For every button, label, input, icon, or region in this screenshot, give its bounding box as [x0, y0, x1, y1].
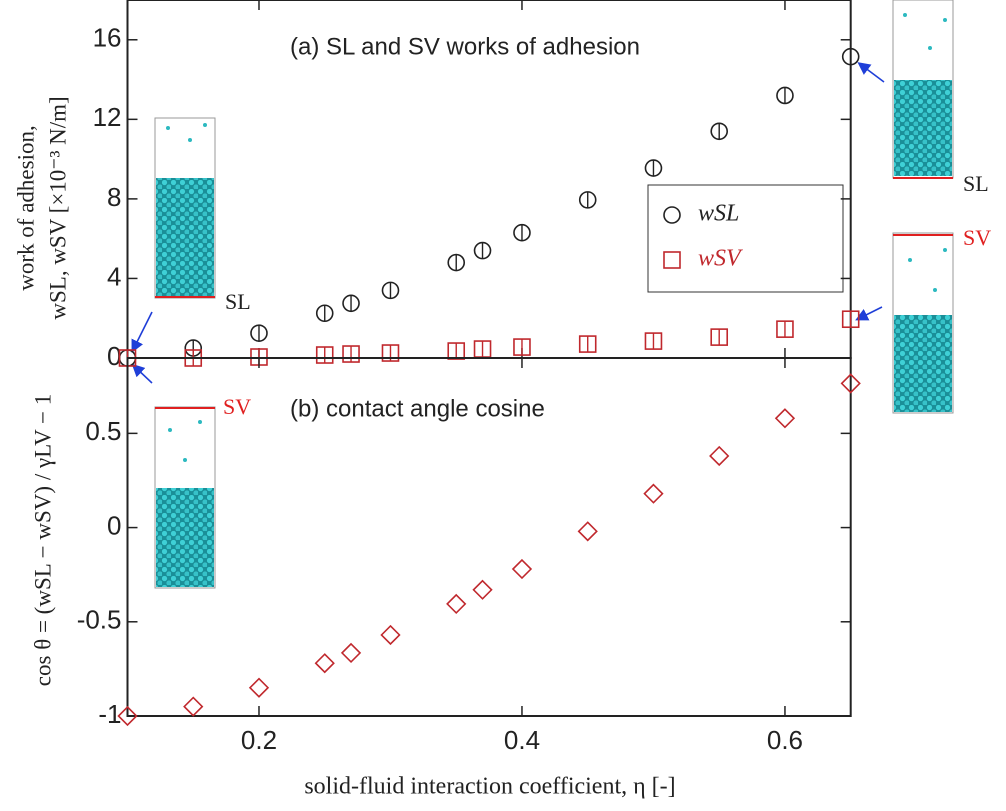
- point: [340, 642, 362, 664]
- annotation: SV: [223, 394, 251, 419]
- point: [380, 624, 401, 646]
- y-label: cos θ = (wSL − wSV) / γLV − 1: [30, 394, 55, 686]
- x-tick-label: 0.2: [241, 725, 277, 755]
- point: [117, 705, 138, 727]
- arrows: [131, 62, 885, 384]
- y-tick-label: 12: [93, 102, 122, 132]
- x-tick-label: 0.6: [767, 725, 803, 755]
- y-tick-label: -0.5: [77, 605, 122, 635]
- legend: [647, 184, 844, 293]
- point: [472, 579, 493, 600]
- point: [840, 373, 861, 394]
- y-tick-label: 4: [107, 261, 121, 291]
- annotation: SV: [963, 225, 991, 250]
- y-tick-label: 0: [107, 341, 121, 371]
- point: [643, 483, 664, 504]
- point: [774, 408, 796, 429]
- x-label: solid-fluid interaction coefficient, η […: [304, 774, 675, 800]
- point: [314, 653, 335, 674]
- y-tick-label: 16: [93, 23, 122, 53]
- insets: [154, 0, 954, 589]
- x-tick-label: 0.4: [504, 725, 540, 755]
- legend-label: wSL: [698, 201, 739, 227]
- annotation: SL: [225, 289, 251, 314]
- y-tick-label: 8: [107, 182, 121, 212]
- y-tick-label: 0.5: [85, 416, 121, 446]
- y-label: wSL, wSV [×10⁻³ N/m]: [45, 96, 70, 319]
- point: [577, 521, 598, 542]
- point: [248, 677, 270, 698]
- point: [663, 206, 681, 224]
- point: [183, 696, 204, 717]
- point: [709, 445, 730, 467]
- y-tick-label: -1: [98, 699, 121, 729]
- panel-title: (b) contact angle cosine: [290, 395, 545, 422]
- point: [446, 593, 467, 615]
- legend-label: wSV: [698, 246, 743, 272]
- y-tick-label: 0: [107, 510, 121, 540]
- panel-title: (a) SL and SV works of adhesion: [290, 33, 640, 60]
- plot-frame: [126, 357, 852, 717]
- point: [511, 558, 533, 580]
- point: [663, 251, 681, 269]
- y-label: work of adhesion,: [13, 125, 38, 290]
- annotation: SL: [963, 171, 989, 196]
